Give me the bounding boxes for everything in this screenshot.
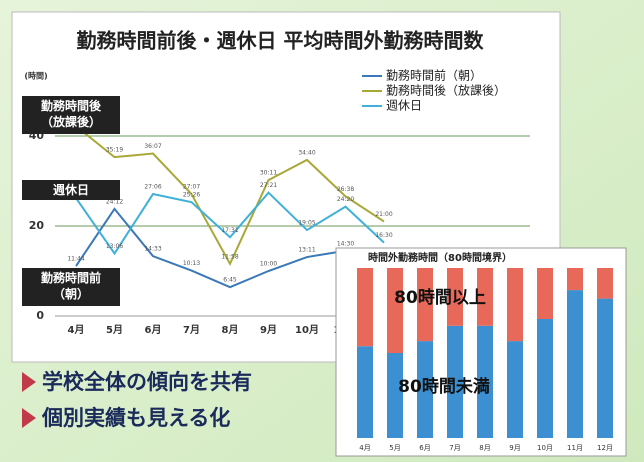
series-line (75, 207, 385, 289)
data-label: 35:19 (106, 147, 123, 154)
x-tick-label: 5月 (389, 444, 400, 452)
data-label: 6:45 (223, 277, 237, 284)
bar-segment (567, 268, 583, 291)
annotation-box (22, 96, 120, 134)
x-tick-label: 6月 (419, 444, 430, 452)
data-label: 19:05 (298, 220, 315, 227)
bar-segment (507, 341, 523, 438)
data-label: 24:20 (337, 196, 354, 203)
bar-segment (357, 268, 373, 347)
data-label: 10:00 (260, 261, 277, 268)
bar-segment (417, 341, 433, 438)
bar-segment (447, 325, 463, 438)
data-label: 14:30 (337, 240, 354, 247)
x-tick-label: 10月 (537, 444, 553, 452)
data-label: 26:38 (337, 186, 354, 193)
bar-segment (537, 268, 553, 319)
bar-segment (507, 268, 523, 342)
bullet-icon (22, 372, 36, 392)
legend-label: 週休日 (386, 99, 422, 113)
data-label: 14:33 (144, 246, 161, 253)
data-label: 27:07 (183, 184, 200, 191)
x-tick-label: 5月 (106, 324, 123, 336)
bar-segment (417, 268, 433, 342)
data-label: 16:30 (375, 232, 392, 239)
x-tick-label: 4月 (359, 444, 370, 452)
bar-segment (597, 298, 613, 438)
x-tick-label: 10月 (295, 324, 319, 336)
x-tick-label: 6月 (145, 324, 162, 336)
y-tick-label: 20 (29, 219, 45, 232)
x-tick-label: 12月 (597, 444, 613, 452)
data-label: 24:12 (106, 198, 123, 205)
annotation-label: 週休日 (53, 182, 89, 197)
annotation-box (22, 180, 120, 200)
y-axis-label: (時間) (24, 71, 47, 81)
data-label: 13:11 (298, 247, 315, 254)
bar-segment (477, 325, 493, 438)
bar-segment (597, 268, 613, 299)
bar-segment (567, 290, 583, 438)
bar-segment (357, 346, 373, 438)
data-label: 17:31 (221, 227, 238, 234)
legend-label: 勤務時間前（朝） (386, 68, 482, 83)
bar-segment (387, 353, 403, 438)
series-label: 80時間以上 (394, 287, 486, 308)
data-label: 10:13 (183, 260, 200, 267)
x-tick-label: 9月 (509, 444, 520, 452)
bullet-icon (22, 408, 36, 428)
chart-title: 勤務時間前後・週休日 平均時間外勤務時間数 (77, 29, 485, 53)
bullet-text: 個別実績も見える化 (41, 406, 230, 430)
inset-title: 時間外勤務時間（80時間境界） (368, 251, 512, 264)
bar-segment (537, 319, 553, 438)
data-label: 25:26 (183, 192, 200, 199)
data-label: 27:21 (260, 182, 277, 189)
y-tick-label: 0 (36, 309, 44, 322)
annotation-box (22, 268, 120, 306)
data-label: 36:07 (144, 143, 161, 150)
data-label: 13:06 (106, 243, 123, 250)
data-label: 30:11 (260, 170, 277, 177)
bullet-text: 学校全体の傾向を共有 (42, 370, 252, 394)
data-label: 11:44 (67, 256, 84, 263)
x-tick-label: 7月 (449, 444, 460, 452)
x-tick-label: 8月 (222, 324, 239, 336)
series-label: 80時間未満 (398, 376, 490, 397)
annotation-label: 勤務時間後（放課後） (41, 98, 102, 129)
series-line (75, 125, 385, 267)
bar-segment (447, 268, 463, 326)
x-tick-label: 7月 (183, 324, 200, 336)
x-tick-label: 9月 (260, 324, 277, 336)
x-tick-label: 8月 (479, 444, 490, 452)
bar-segment (387, 268, 403, 353)
data-label: 34:40 (298, 149, 315, 156)
x-tick-label: 11月 (567, 444, 583, 452)
data-label: 11:58 (221, 253, 238, 260)
bar-segment (477, 268, 493, 326)
annotation-label: 勤務時間前（朝） (41, 270, 101, 301)
data-label: 21:00 (375, 211, 392, 218)
x-tick-label: 4月 (68, 324, 85, 336)
series-line (75, 191, 385, 256)
legend-label: 勤務時間後（放課後） (386, 83, 506, 98)
data-label: 27:06 (144, 184, 161, 191)
